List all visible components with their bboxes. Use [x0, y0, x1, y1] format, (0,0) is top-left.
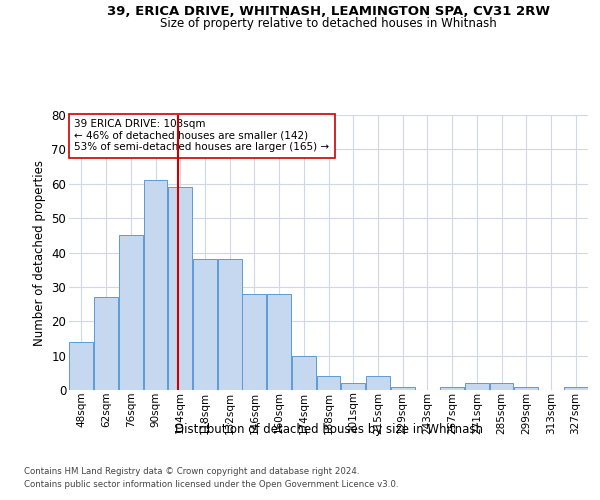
Bar — [70, 342, 94, 390]
Bar — [490, 383, 514, 390]
Bar — [366, 376, 390, 390]
Bar — [563, 386, 587, 390]
Bar — [465, 383, 489, 390]
Bar — [292, 356, 316, 390]
Bar — [193, 260, 217, 390]
Bar — [317, 376, 340, 390]
Text: Distribution of detached houses by size in Whitnash: Distribution of detached houses by size … — [175, 422, 483, 436]
Y-axis label: Number of detached properties: Number of detached properties — [33, 160, 46, 346]
Bar — [514, 386, 538, 390]
Bar — [168, 187, 192, 390]
Bar — [143, 180, 167, 390]
Bar — [94, 297, 118, 390]
Text: 39, ERICA DRIVE, WHITNASH, LEAMINGTON SPA, CV31 2RW: 39, ERICA DRIVE, WHITNASH, LEAMINGTON SP… — [107, 5, 550, 18]
Text: Contains HM Land Registry data © Crown copyright and database right 2024.: Contains HM Land Registry data © Crown c… — [24, 468, 359, 476]
Text: 39 ERICA DRIVE: 103sqm
← 46% of detached houses are smaller (142)
53% of semi-de: 39 ERICA DRIVE: 103sqm ← 46% of detached… — [74, 119, 329, 152]
Text: Contains public sector information licensed under the Open Government Licence v3: Contains public sector information licen… — [24, 480, 398, 489]
Text: Size of property relative to detached houses in Whitnash: Size of property relative to detached ho… — [160, 18, 497, 30]
Bar — [341, 383, 365, 390]
Bar — [218, 260, 242, 390]
Bar — [440, 386, 464, 390]
Bar — [391, 386, 415, 390]
Bar — [242, 294, 266, 390]
Bar — [119, 236, 143, 390]
Bar — [267, 294, 291, 390]
